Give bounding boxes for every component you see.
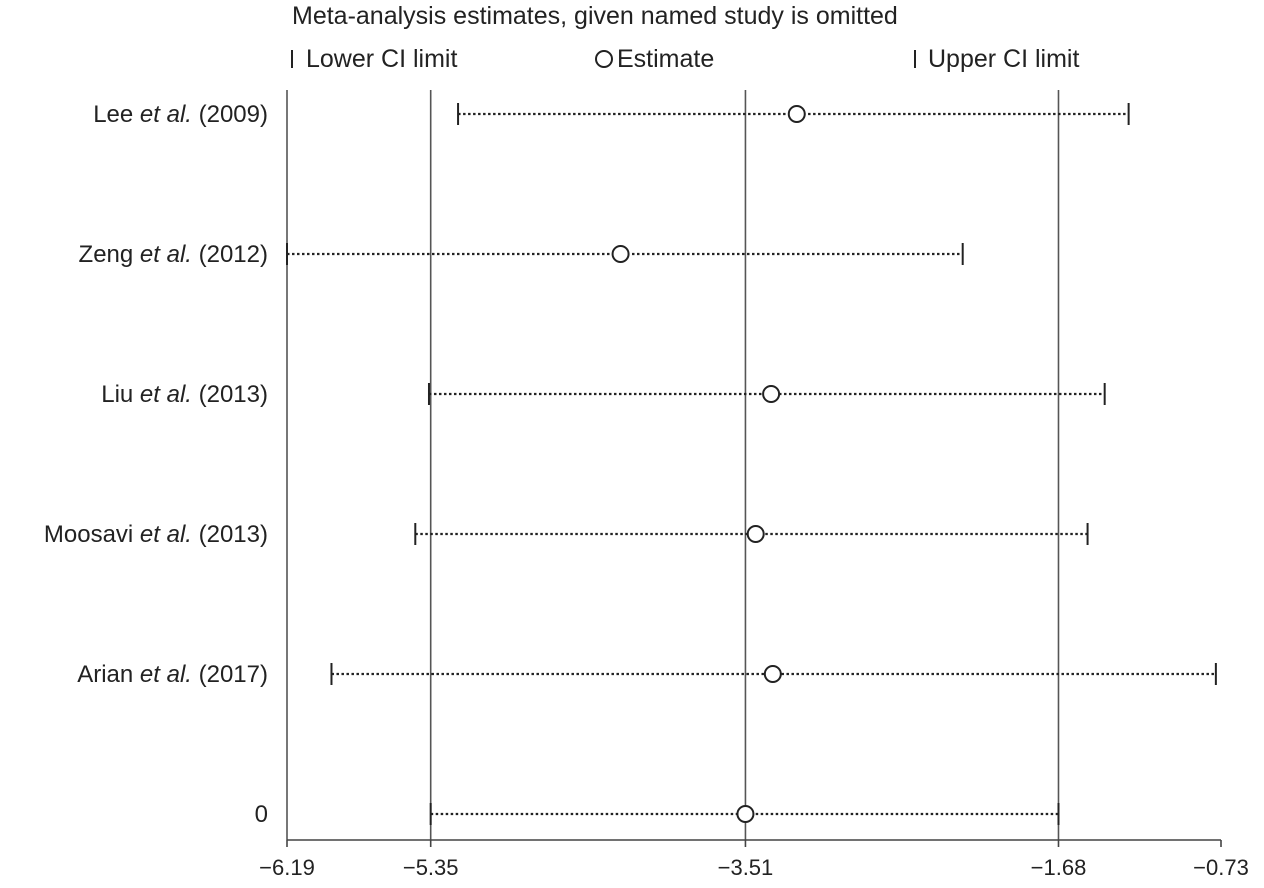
study-label-3: Moosavi et al. (2013) (44, 521, 268, 548)
study-row-2: Liu et al. (2013) (101, 381, 1106, 408)
x-tick-label-4: −0.73 (1193, 855, 1249, 880)
study-etal: et al. (133, 521, 192, 548)
x-tick-label-2: −3.51 (718, 855, 774, 880)
estimate-marker-4 (763, 665, 782, 683)
study-name: Arian (77, 661, 133, 688)
study-name: Lee (93, 101, 133, 128)
legend-estimate-label: Estimate (617, 45, 714, 73)
legend-lower-label: Lower CI limit (306, 45, 457, 73)
x-tick-label-1: −5.35 (403, 855, 459, 880)
x-tick-label-0: −6.19 (259, 855, 315, 880)
estimate-marker-2 (762, 385, 781, 403)
study-label-4: Arian et al. (2017) (77, 661, 268, 688)
study-row-5: 0 (255, 801, 1060, 828)
study-row-0: Lee et al. (2009) (93, 101, 1130, 128)
study-name: Liu (101, 381, 133, 408)
reference-lines (286, 90, 1060, 840)
estimate-marker-0 (787, 105, 806, 123)
study-row-4: Arian et al. (2017) (77, 661, 1217, 688)
legend: Lower CI limit Estimate Upper CI limit (291, 45, 1079, 73)
estimate-marker-1 (611, 245, 630, 263)
study-label-0: Lee et al. (2009) (93, 101, 268, 128)
estimate-marker-5 (736, 805, 755, 823)
estimate-marker-3 (746, 525, 765, 543)
legend-estimate-marker (595, 50, 613, 68)
x-axis: −6.19 −5.35 −3.51 −1.68 −0.73 (259, 839, 1249, 880)
study-rows: Lee et al. (2009) Zeng et al. (2012) Liu e… (44, 101, 1217, 828)
study-etal: et al. (133, 661, 192, 688)
study-label-1: Zeng et al. (2012) (79, 241, 268, 268)
study-year: (2017) (192, 661, 268, 688)
study-year: (2013) (192, 521, 268, 548)
study-name: Moosavi (44, 521, 133, 548)
x-tick-label-3: −1.68 (1031, 855, 1087, 880)
study-row-1: Zeng et al. (2012) (79, 241, 964, 268)
study-etal: et al. (133, 101, 192, 128)
legend-upper-label: Upper CI limit (928, 45, 1079, 73)
chart-title: Meta-analysis estimates, given named stu… (292, 2, 898, 30)
study-name: Zeng (79, 241, 134, 268)
study-year: (2012) (192, 241, 268, 268)
study-row-3: Moosavi et al. (2013) (44, 521, 1089, 548)
study-label-5: 0 (255, 801, 268, 828)
study-year: (2009) (192, 101, 268, 128)
study-year: (2013) (192, 381, 268, 408)
study-name: 0 (255, 801, 268, 828)
study-etal: et al. (133, 241, 192, 268)
study-label-2: Liu et al. (2013) (101, 381, 268, 408)
study-etal: et al. (133, 381, 192, 408)
